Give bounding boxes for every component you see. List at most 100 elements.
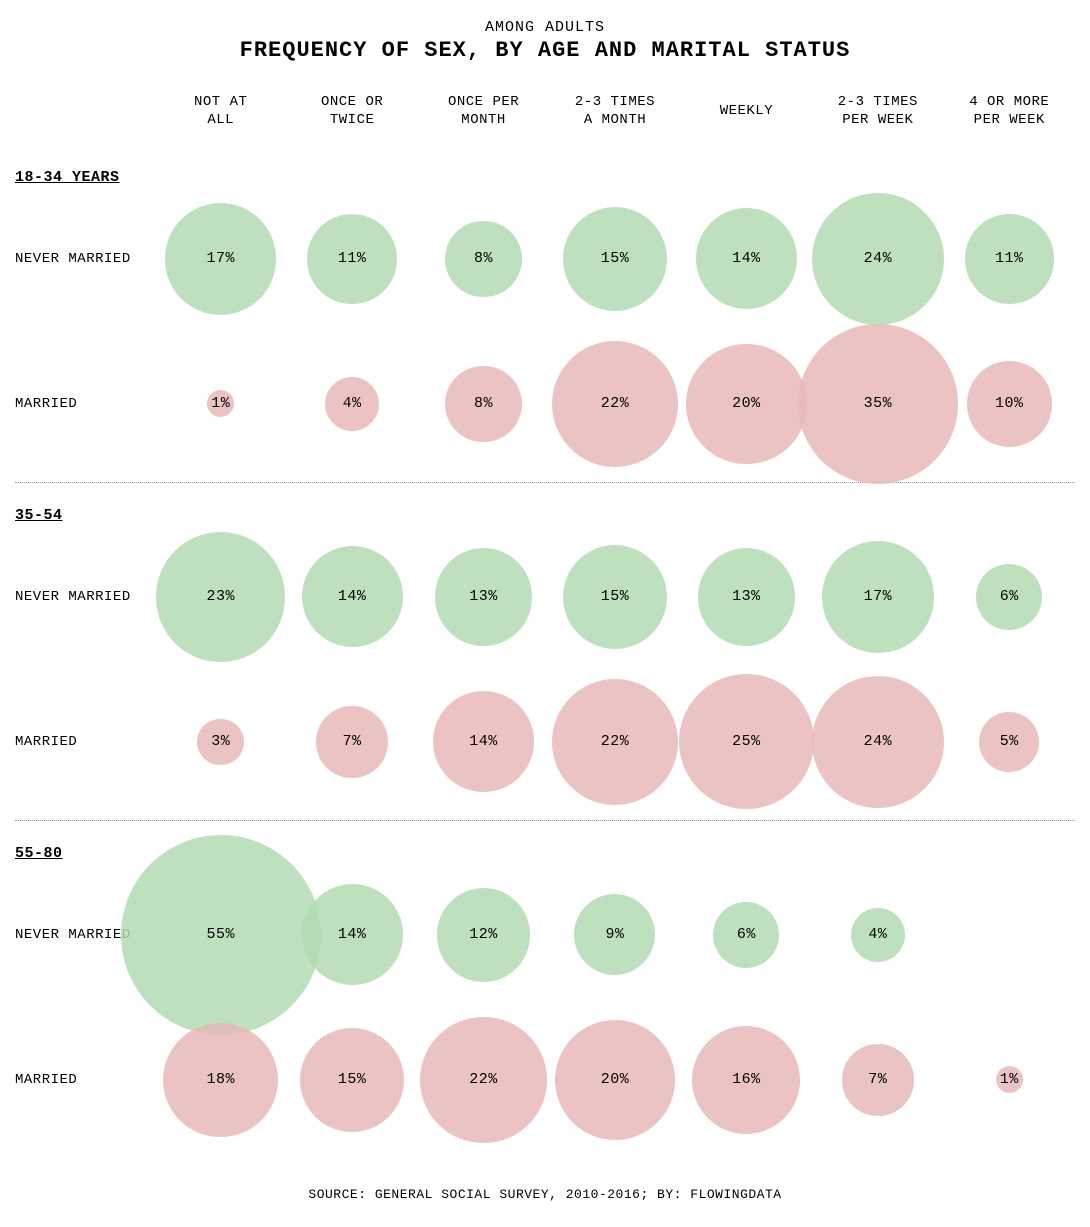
bubble-cell: 18% <box>155 1007 286 1152</box>
column-header: WEEKLY <box>681 102 812 136</box>
bubble-cell: 20% <box>549 1007 680 1152</box>
row-label: MARRIED <box>15 734 155 750</box>
bubble-value: 11% <box>338 250 367 267</box>
bubble-value: 17% <box>864 588 893 605</box>
bubble-cell: 7% <box>286 669 417 814</box>
bubble-value: 17% <box>206 250 235 267</box>
age-group-header: 35-54 <box>15 483 1075 524</box>
bubble-cell: 24% <box>812 669 943 814</box>
bubble-value: 55% <box>206 926 235 943</box>
bubble-value: 14% <box>732 250 761 267</box>
row-label: MARRIED <box>15 396 155 412</box>
bubble-cell: 12% <box>418 862 549 1007</box>
bubble-value: 6% <box>1000 588 1019 605</box>
column-header: ONCE ORTWICE <box>286 93 417 145</box>
bubble-matrix-grid: NOT ATALLONCE ORTWICEONCE PERMONTH2-3 TI… <box>15 93 1075 1152</box>
row-label: NEVER MARRIED <box>15 251 155 267</box>
column-header: NOT ATALL <box>155 93 286 145</box>
bubble-cell: 11% <box>944 186 1075 331</box>
bubble-cell: 10% <box>944 331 1075 476</box>
bubble-cell: 20% <box>681 331 812 476</box>
bubble-value: 35% <box>864 395 893 412</box>
bubble-value: 5% <box>1000 733 1019 750</box>
bubble-cell: 24% <box>812 186 943 331</box>
bubble-value: 7% <box>343 733 362 750</box>
bubble-cell: 8% <box>418 331 549 476</box>
bubble-cell: 15% <box>286 1007 417 1152</box>
bubble-value: 3% <box>211 733 230 750</box>
bubble-value: 9% <box>605 926 624 943</box>
bubble-value: 20% <box>732 395 761 412</box>
column-header: 2-3 TIMESPER WEEK <box>812 93 943 145</box>
bubble-value: 13% <box>469 588 498 605</box>
bubble-cell: 15% <box>549 186 680 331</box>
bubble-cell: 15% <box>549 524 680 669</box>
bubble-cell: 25% <box>681 669 812 814</box>
bubble-value: 1% <box>1000 1071 1019 1088</box>
bubble-value: 12% <box>469 926 498 943</box>
bubble-cell: 11% <box>286 186 417 331</box>
bubble-value: 22% <box>601 395 630 412</box>
bubble-value: 15% <box>338 1071 367 1088</box>
bubble-cell: 14% <box>286 524 417 669</box>
bubble-value: 15% <box>601 250 630 267</box>
row-label: NEVER MARRIED <box>15 589 155 605</box>
bubble-cell: 16% <box>681 1007 812 1152</box>
bubble-cell: 1% <box>944 1007 1075 1152</box>
column-header: 4 OR MOREPER WEEK <box>944 93 1075 145</box>
bubble-cell: 17% <box>812 524 943 669</box>
bubble-cell: 6% <box>944 524 1075 669</box>
bubble-cell <box>944 862 1075 1007</box>
bubble-cell: 3% <box>155 669 286 814</box>
chart-supertitle: AMONG ADULTS <box>15 19 1075 36</box>
bubble-cell: 6% <box>681 862 812 1007</box>
bubble-value: 8% <box>474 250 493 267</box>
bubble-value: 15% <box>601 588 630 605</box>
bubble-value: 14% <box>469 733 498 750</box>
bubble-cell: 14% <box>681 186 812 331</box>
chart-source: SOURCE: GENERAL SOCIAL SURVEY, 2010-2016… <box>15 1187 1075 1202</box>
bubble-value: 24% <box>864 733 893 750</box>
bubble-value: 18% <box>206 1071 235 1088</box>
bubble-cell: 5% <box>944 669 1075 814</box>
bubble-value: 4% <box>343 395 362 412</box>
chart-title: FREQUENCY OF SEX, BY AGE AND MARITAL STA… <box>15 38 1075 63</box>
bubble-value: 14% <box>338 926 367 943</box>
bubble-cell: 9% <box>549 862 680 1007</box>
row-label: MARRIED <box>15 1072 155 1088</box>
bubble-cell: 23% <box>155 524 286 669</box>
bubble-cell: 14% <box>418 669 549 814</box>
bubble-cell: 8% <box>418 186 549 331</box>
bubble-cell: 55% <box>155 862 286 1007</box>
bubble-value: 22% <box>601 733 630 750</box>
bubble-cell: 22% <box>549 669 680 814</box>
bubble-value: 6% <box>737 926 756 943</box>
age-group-header: 18-34 YEARS <box>15 145 1075 186</box>
bubble-cell: 7% <box>812 1007 943 1152</box>
bubble-cell: 13% <box>418 524 549 669</box>
bubble-cell: 35% <box>812 331 943 476</box>
bubble-value: 11% <box>995 250 1024 267</box>
bubble-cell: 13% <box>681 524 812 669</box>
bubble-value: 16% <box>732 1071 761 1088</box>
bubble-cell: 1% <box>155 331 286 476</box>
bubble-value: 8% <box>474 395 493 412</box>
bubble-value: 1% <box>211 395 230 412</box>
bubble-value: 14% <box>338 588 367 605</box>
column-header: 2-3 TIMESA MONTH <box>549 93 680 145</box>
bubble-value: 7% <box>868 1071 887 1088</box>
bubble-value: 10% <box>995 395 1024 412</box>
bubble-cell: 4% <box>812 862 943 1007</box>
column-header: ONCE PERMONTH <box>418 93 549 145</box>
bubble-value: 23% <box>206 588 235 605</box>
bubble-cell: 17% <box>155 186 286 331</box>
bubble-value: 22% <box>469 1071 498 1088</box>
bubble-value: 20% <box>601 1071 630 1088</box>
bubble-cell: 4% <box>286 331 417 476</box>
bubble-value: 24% <box>864 250 893 267</box>
bubble-value: 25% <box>732 733 761 750</box>
bubble-cell: 22% <box>549 331 680 476</box>
bubble-value: 13% <box>732 588 761 605</box>
bubble-cell: 22% <box>418 1007 549 1152</box>
bubble-value: 4% <box>868 926 887 943</box>
